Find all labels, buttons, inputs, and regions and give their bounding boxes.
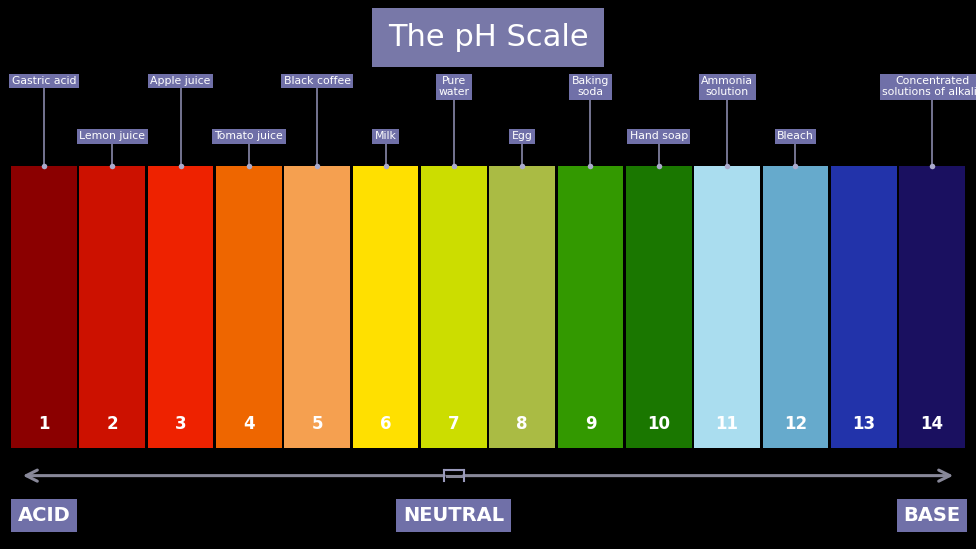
- Bar: [352, 166, 419, 448]
- Text: 9: 9: [585, 415, 596, 433]
- Bar: [489, 166, 555, 448]
- Text: Hand soap: Hand soap: [630, 131, 688, 141]
- Text: Apple juice: Apple juice: [150, 76, 211, 86]
- Text: 7: 7: [448, 415, 460, 433]
- Text: 8: 8: [516, 415, 528, 433]
- Bar: [216, 166, 282, 448]
- Text: 5: 5: [311, 415, 323, 433]
- Text: The pH Scale: The pH Scale: [387, 23, 589, 52]
- Bar: [79, 166, 145, 448]
- Bar: [421, 166, 487, 448]
- Text: 10: 10: [647, 415, 671, 433]
- Bar: [626, 166, 692, 448]
- Text: 4: 4: [243, 415, 255, 433]
- Text: 13: 13: [852, 415, 875, 433]
- Text: Baking
soda: Baking soda: [572, 76, 609, 98]
- Bar: [147, 166, 214, 448]
- Text: 3: 3: [175, 415, 186, 433]
- Bar: [831, 166, 897, 448]
- Text: Bleach: Bleach: [777, 131, 814, 141]
- Bar: [11, 166, 77, 448]
- Bar: [694, 166, 760, 448]
- Text: Gastric acid: Gastric acid: [12, 76, 76, 86]
- Text: Egg: Egg: [511, 131, 533, 141]
- Bar: [557, 166, 624, 448]
- Text: NEUTRAL: NEUTRAL: [403, 506, 505, 525]
- Text: 6: 6: [380, 415, 391, 433]
- Text: Tomato juice: Tomato juice: [215, 131, 283, 141]
- Text: Black coffee: Black coffee: [284, 76, 350, 86]
- Text: Lemon juice: Lemon juice: [79, 131, 145, 141]
- Text: 1: 1: [38, 415, 50, 433]
- Text: 14: 14: [920, 415, 944, 433]
- Bar: [762, 166, 829, 448]
- Bar: [284, 166, 350, 448]
- Bar: [899, 166, 965, 448]
- Text: Concentrated
solutions of alkalis: Concentrated solutions of alkalis: [882, 76, 976, 98]
- Text: 2: 2: [106, 415, 118, 433]
- Text: ACID: ACID: [18, 506, 70, 525]
- Text: Milk: Milk: [375, 131, 396, 141]
- Text: Ammonia
solution: Ammonia solution: [701, 76, 753, 98]
- Text: Pure
water: Pure water: [438, 76, 469, 98]
- Text: 11: 11: [715, 415, 739, 433]
- Text: BASE: BASE: [904, 506, 960, 525]
- Text: 12: 12: [784, 415, 807, 433]
